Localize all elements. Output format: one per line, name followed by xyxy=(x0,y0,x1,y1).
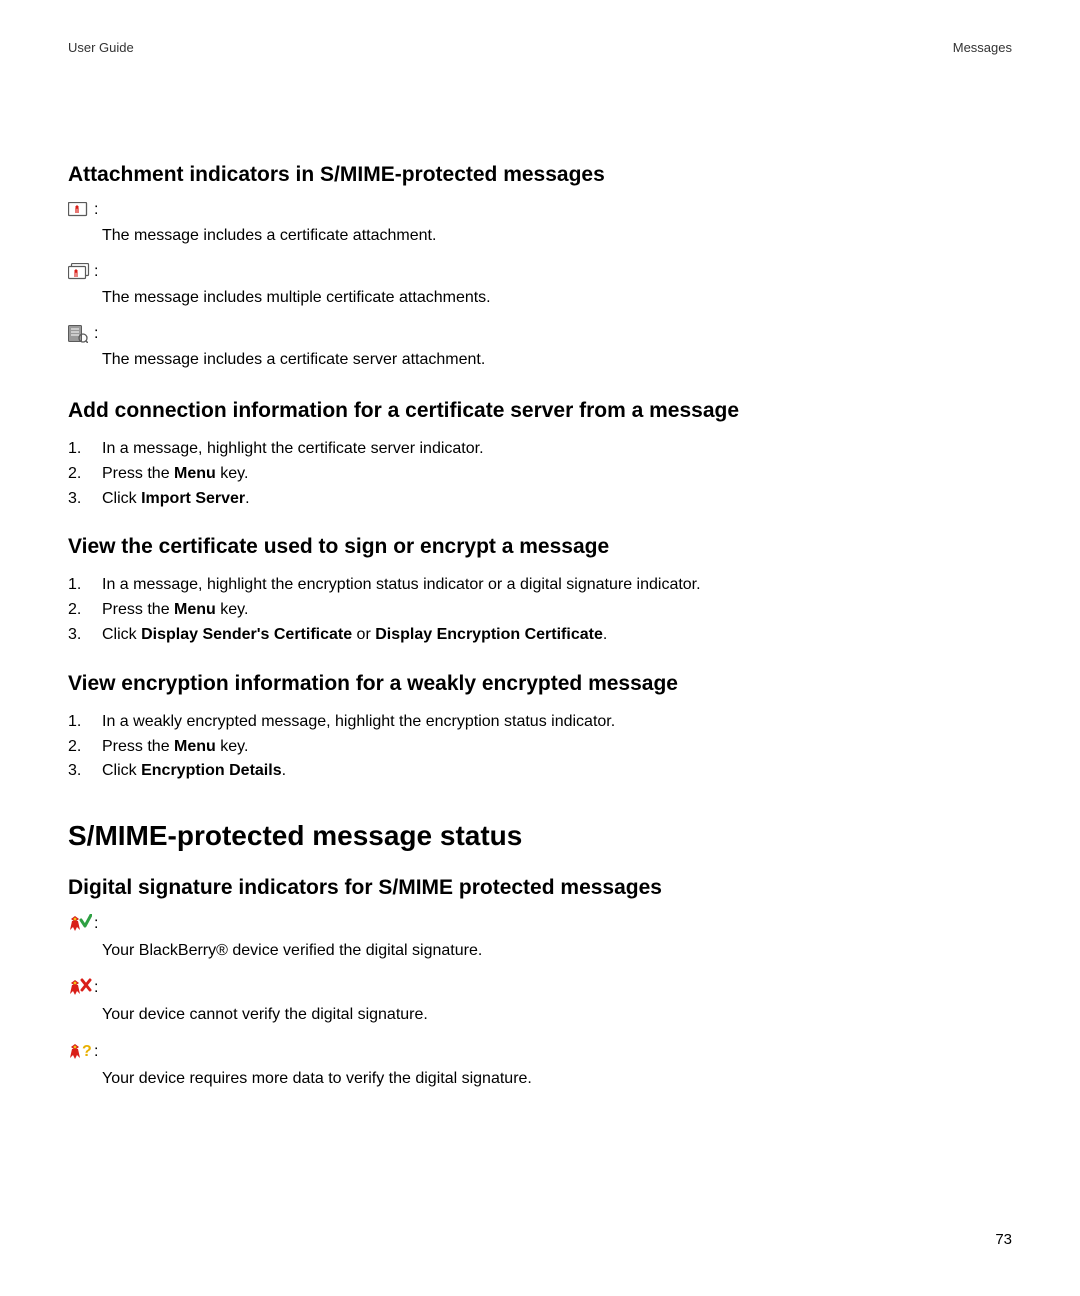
colon: : xyxy=(94,979,98,997)
indicator-desc: Your device requires more data to verify… xyxy=(102,1070,1012,1088)
colon: : xyxy=(94,263,98,281)
signature-verified-icon xyxy=(68,914,92,934)
indicator-signature-needs-data: ? : Your device requires more data to ve… xyxy=(68,1042,1012,1088)
certificate-server-attachment-icon xyxy=(68,325,92,343)
step: Press the Menu key. xyxy=(68,462,1012,487)
steps-view-certificate: In a message, highlight the encryption s… xyxy=(68,573,1012,647)
heading-add-connection: Add connection information for a certifi… xyxy=(68,399,1012,423)
indicator-cert-server-attachment: : The message includes a certificate ser… xyxy=(68,325,1012,369)
certificate-attachment-icon xyxy=(68,202,92,218)
page-header: User Guide Messages xyxy=(68,40,1012,55)
heading-digital-signature: Digital signature indicators for S/MIME … xyxy=(68,876,1012,900)
steps-add-connection: In a message, highlight the certificate … xyxy=(68,437,1012,511)
indicator-desc: The message includes a certificate serve… xyxy=(102,351,1012,369)
colon: : xyxy=(94,915,98,933)
steps-weak-encryption: In a weakly encrypted message, highlight… xyxy=(68,710,1012,784)
signature-needs-data-icon: ? xyxy=(68,1042,92,1062)
step: In a message, highlight the encryption s… xyxy=(68,573,1012,598)
step: Click Encryption Details. xyxy=(68,759,1012,784)
indicator-signature-unverified: : Your device cannot verify the digital … xyxy=(68,978,1012,1024)
header-left: User Guide xyxy=(68,40,134,55)
signature-unverified-icon xyxy=(68,978,92,998)
indicator-cert-attachment: : The message includes a certificate att… xyxy=(68,201,1012,245)
svg-text:?: ? xyxy=(82,1043,92,1060)
indicator-multi-cert-attachment: : The message includes multiple certific… xyxy=(68,263,1012,307)
step: Press the Menu key. xyxy=(68,735,1012,760)
colon: : xyxy=(94,201,98,219)
step: Press the Menu key. xyxy=(68,598,1012,623)
step: In a weakly encrypted message, highlight… xyxy=(68,710,1012,735)
step: Click Import Server. xyxy=(68,487,1012,512)
heading-smime-status: S/MIME-protected message status xyxy=(68,820,1012,852)
step: In a message, highlight the certificate … xyxy=(68,437,1012,462)
indicator-signature-verified: : Your BlackBerry® device verified the d… xyxy=(68,914,1012,960)
header-right: Messages xyxy=(953,40,1012,55)
heading-weak-encryption: View encryption information for a weakly… xyxy=(68,672,1012,696)
indicator-desc: The message includes multiple certificat… xyxy=(102,289,1012,307)
indicator-desc: Your device cannot verify the digital si… xyxy=(102,1006,1012,1024)
page-number: 73 xyxy=(995,1231,1012,1248)
multiple-certificate-attachment-icon xyxy=(68,263,92,281)
colon: : xyxy=(94,1043,98,1061)
heading-view-certificate: View the certificate used to sign or enc… xyxy=(68,535,1012,559)
indicator-desc: The message includes a certificate attac… xyxy=(102,227,1012,245)
heading-attachment-indicators: Attachment indicators in S/MIME-protecte… xyxy=(68,163,1012,187)
colon: : xyxy=(94,325,98,343)
step: Click Display Sender's Certificate or Di… xyxy=(68,623,1012,648)
indicator-desc: Your BlackBerry® device verified the dig… xyxy=(102,942,1012,960)
